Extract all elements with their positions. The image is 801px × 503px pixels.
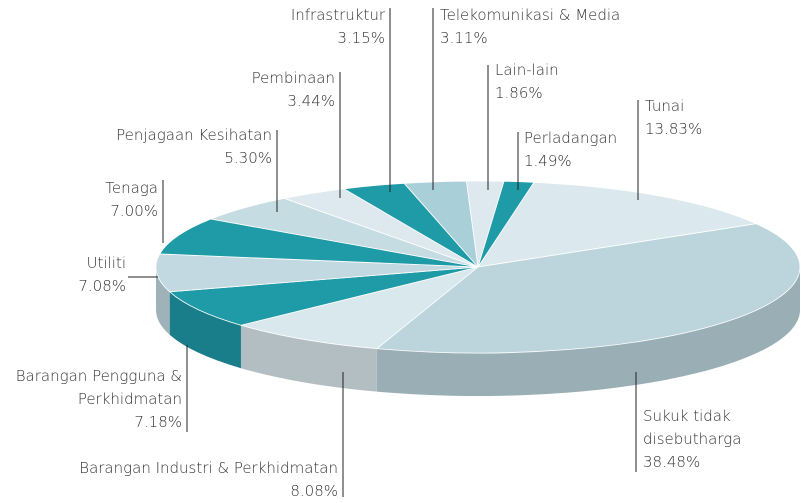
slice [159, 218, 479, 268]
category-label: Pembinaan [251, 69, 335, 87]
value-label: 13.83% [645, 120, 703, 138]
category-label: Penjagaan Kesihatan [116, 126, 272, 144]
category-label: Utiliti [86, 254, 126, 272]
category-label: Infrastruktur [290, 6, 385, 24]
category-label: Lain-lain [495, 61, 559, 79]
slice-label: Utiliti 7.08% [6, 252, 126, 298]
value-label: 1.86% [495, 84, 543, 102]
category-label: Telekomunikasi & Media [440, 6, 621, 24]
value-label: 3.11% [440, 29, 488, 47]
value-label: 1.49% [524, 152, 572, 170]
slice-label: Tenaga 7.00% [38, 177, 158, 223]
slice-label: Telekomunikasi & Media 3.11% [440, 4, 660, 50]
slice [375, 223, 801, 354]
slice-label: Infrastruktur 3.15% [235, 4, 385, 50]
slice-label: Tunai 13.83% [645, 95, 765, 141]
slice-label: Sukuk tidak disebutharga 38.48% [643, 405, 778, 474]
slice [239, 266, 479, 350]
slice-label: Pembinaan 3.44% [185, 67, 335, 113]
category-label: Tunai [645, 97, 685, 115]
value-label: 3.15% [337, 29, 385, 47]
category-label: Barangan Pengguna & Perkhidmatan [15, 367, 182, 408]
slice [155, 253, 479, 293]
value-label: 38.48% [643, 453, 701, 471]
slice-label: Barangan Pengguna & Perkhidmatan 7.18% [0, 365, 182, 434]
slice-label: Lain-lain 1.86% [495, 59, 615, 105]
category-label: Perladangan [524, 129, 618, 147]
slice [168, 266, 479, 326]
slice [477, 181, 758, 268]
value-label: 7.08% [78, 277, 126, 295]
slice-label: Barangan Industri & Perkhidmatan 8.08% [0, 457, 338, 503]
slice-side [156, 267, 170, 335]
value-label: 3.44% [287, 92, 335, 110]
value-label: 7.18% [134, 413, 182, 431]
slice-label: Perladangan 1.49% [524, 127, 654, 173]
category-label: Tenaga [105, 179, 158, 197]
slice-side [376, 267, 800, 396]
slice-label: Penjagaan Kesihatan 5.30% [52, 124, 272, 170]
category-label: Barangan Industri & Perkhidmatan [79, 459, 338, 477]
category-label: Sukuk tidak disebutharga [643, 407, 742, 448]
slice [477, 180, 535, 268]
value-label: 8.08% [290, 482, 338, 500]
value-label: 5.30% [224, 149, 272, 167]
slice-side [169, 291, 241, 369]
value-label: 7.00% [110, 202, 158, 220]
